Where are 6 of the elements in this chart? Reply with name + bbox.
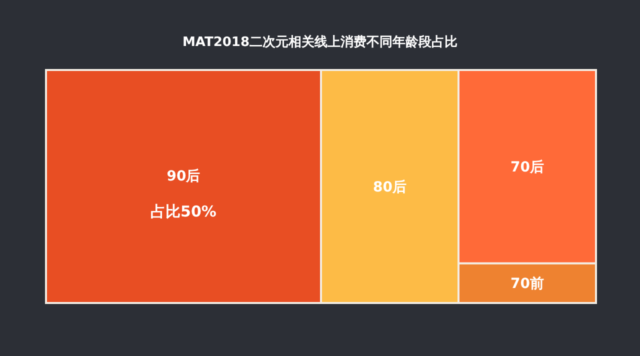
- data-label: 占比50%: [150, 202, 216, 220]
- category-label: 80后: [373, 178, 406, 196]
- category-label: 70后: [510, 158, 544, 176]
- category-label: 70前: [510, 276, 544, 292]
- category-label: 90后: [166, 168, 200, 184]
- text: MAT2018二次元相关线上消费不同年龄段占比: [182, 34, 458, 50]
